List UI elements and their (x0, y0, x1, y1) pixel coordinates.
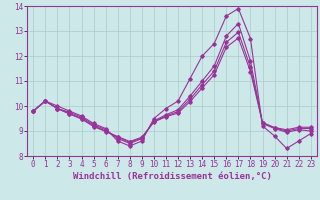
X-axis label: Windchill (Refroidissement éolien,°C): Windchill (Refroidissement éolien,°C) (73, 172, 271, 181)
